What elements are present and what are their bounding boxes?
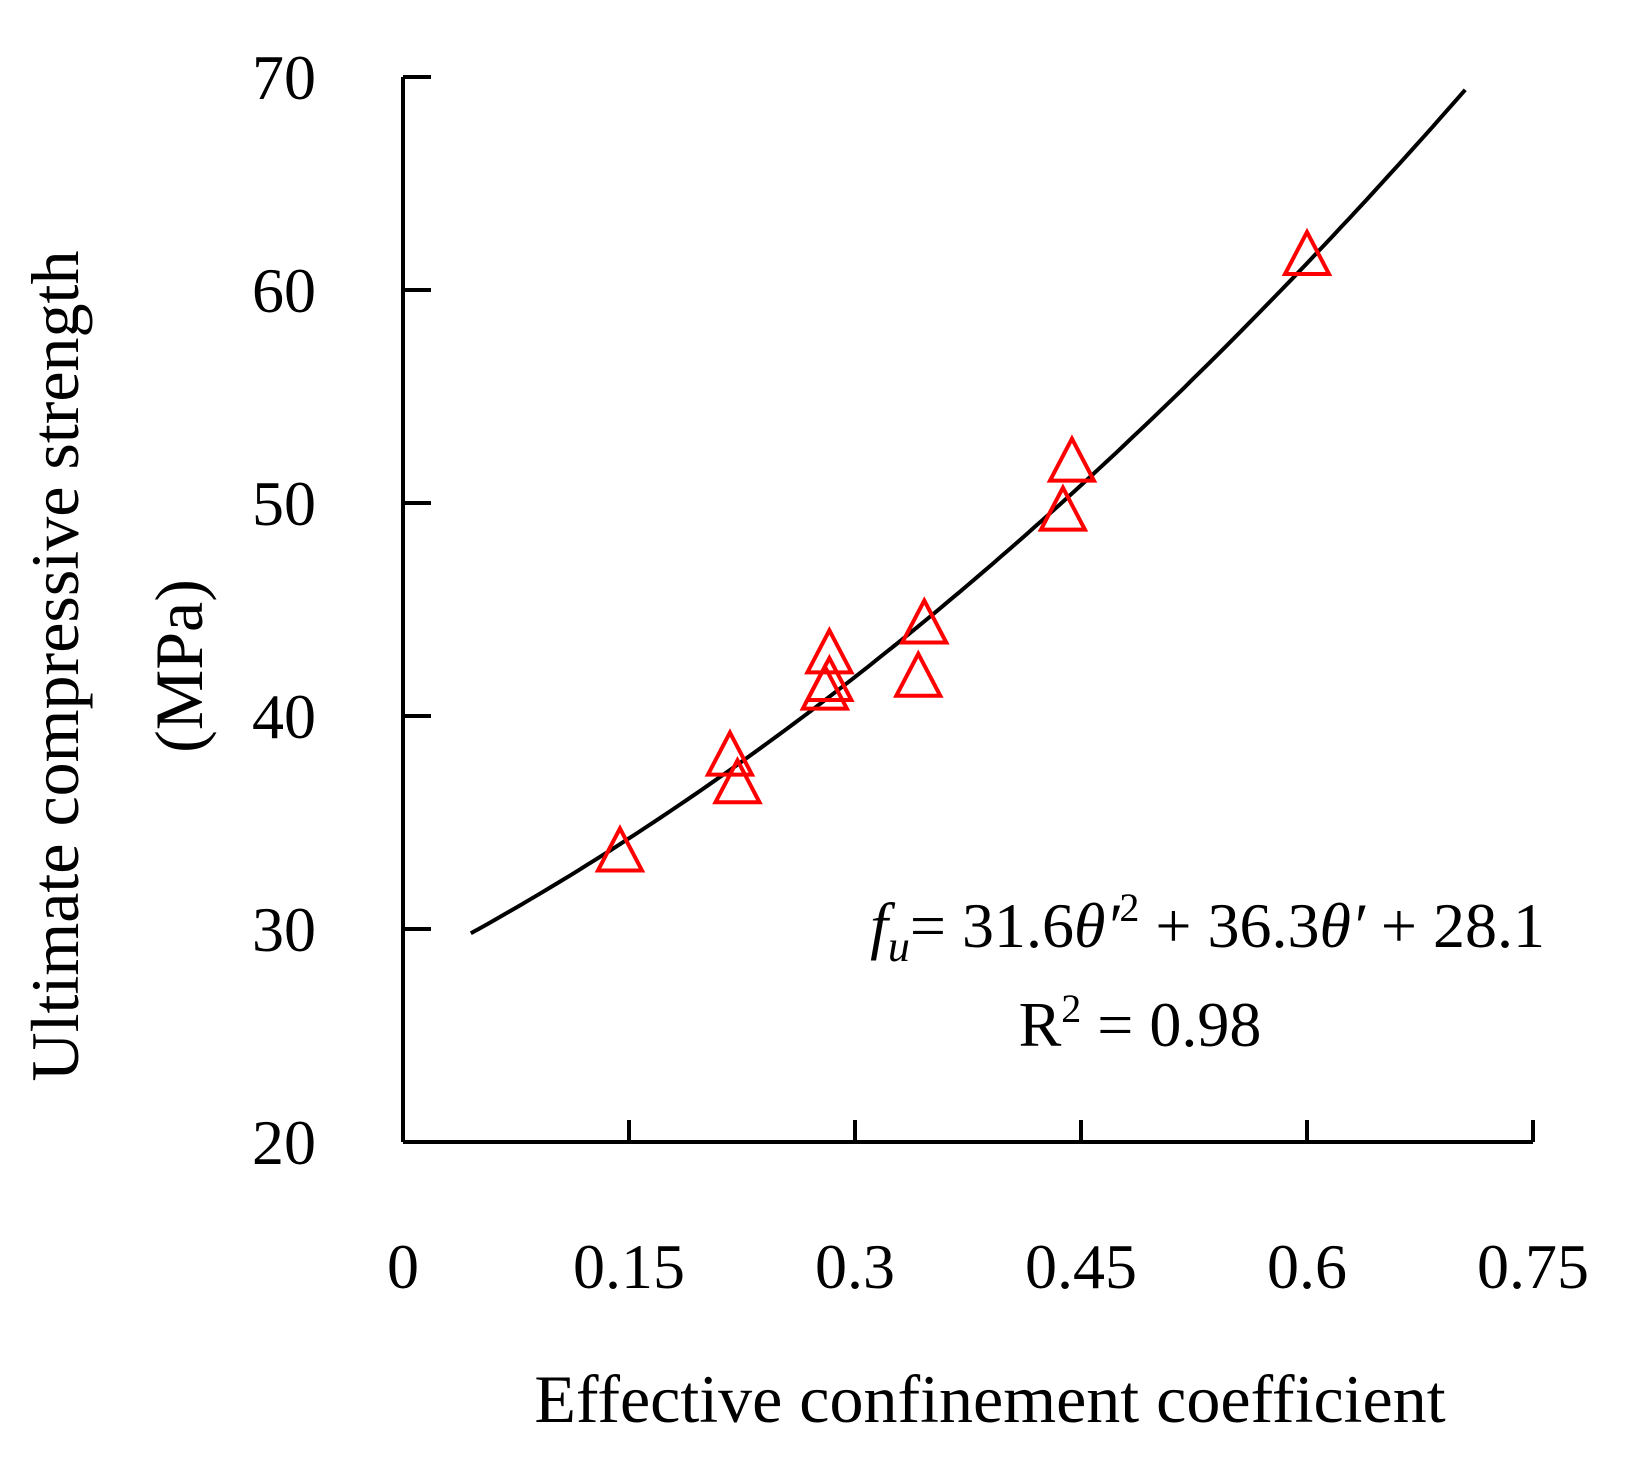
r2-sup: 2 bbox=[1061, 986, 1081, 1031]
eq-lhs-sub: u bbox=[888, 922, 910, 971]
y-axis-title: Ultimate compressive strength (MPa) bbox=[17, 251, 217, 1082]
data-markers bbox=[594, 227, 1333, 873]
data-point-marker bbox=[892, 649, 944, 698]
eq-rhs-3: + 28.1 bbox=[1365, 890, 1545, 961]
y-axis-title-line1: Ultimate compressive strength bbox=[17, 251, 93, 1082]
x-tick-label: 0.15 bbox=[573, 1231, 685, 1302]
data-point-marker bbox=[804, 653, 855, 703]
y-tick-label: 30 bbox=[252, 894, 316, 965]
data-point-marker bbox=[1037, 483, 1089, 532]
x-tick-label: 0.6 bbox=[1267, 1231, 1347, 1302]
data-point-marker bbox=[712, 755, 763, 805]
y-axis-title-line2: (MPa) bbox=[141, 579, 217, 753]
r2-label: R bbox=[1019, 989, 1062, 1060]
x-axis-title: Effective confinement coefficient bbox=[534, 1361, 1445, 1437]
eq-theta-2: θ′ bbox=[1319, 890, 1365, 961]
data-point-marker bbox=[804, 626, 855, 675]
fit-equation-text: fu= 31.6θ′2 + 36.3θ′ + 28.1 bbox=[870, 885, 1545, 971]
data-point-marker bbox=[1281, 227, 1333, 277]
y-tick-label: 60 bbox=[252, 255, 316, 326]
eq-rhs-1: = 31.6 bbox=[910, 890, 1074, 961]
x-tick-label: 0.45 bbox=[1025, 1231, 1137, 1302]
data-point-marker bbox=[1046, 434, 1098, 483]
x-tick-label: 0 bbox=[387, 1231, 419, 1302]
eq-sup: 2 bbox=[1119, 885, 1139, 930]
plot-area: 0 0.15 0.3 0.45 0.6 0.75 20 30 40 50 60 70 bbox=[252, 42, 1589, 1302]
data-point-marker bbox=[594, 824, 646, 873]
eq-theta-1: θ′ bbox=[1074, 890, 1120, 961]
x-tick-label: 0.3 bbox=[815, 1231, 895, 1302]
x-tick-labels: 0 0.15 0.3 0.45 0.6 0.75 bbox=[387, 1231, 1589, 1302]
data-point-marker bbox=[899, 596, 950, 645]
y-tick-labels: 20 30 40 50 60 70 bbox=[252, 42, 316, 1178]
x-tick-label: 0.75 bbox=[1477, 1231, 1589, 1302]
y-tick-label: 50 bbox=[252, 468, 316, 539]
fit-curve bbox=[469, 88, 1467, 936]
x-ticks bbox=[627, 1120, 1535, 1142]
r-squared-text: R2 = 0.98 bbox=[1019, 986, 1262, 1060]
y-tick-label: 40 bbox=[252, 681, 316, 752]
y-ticks bbox=[403, 75, 431, 931]
fit-equation: fu= 31.6θ′2 + 36.3θ′ + 28.1 R2 = 0.98 bbox=[870, 885, 1545, 1060]
y-tick-label: 70 bbox=[252, 42, 316, 113]
r2-value: = 0.98 bbox=[1081, 989, 1261, 1060]
y-tick-label: 20 bbox=[252, 1107, 316, 1178]
eq-rhs-2: + 36.3 bbox=[1139, 890, 1319, 961]
